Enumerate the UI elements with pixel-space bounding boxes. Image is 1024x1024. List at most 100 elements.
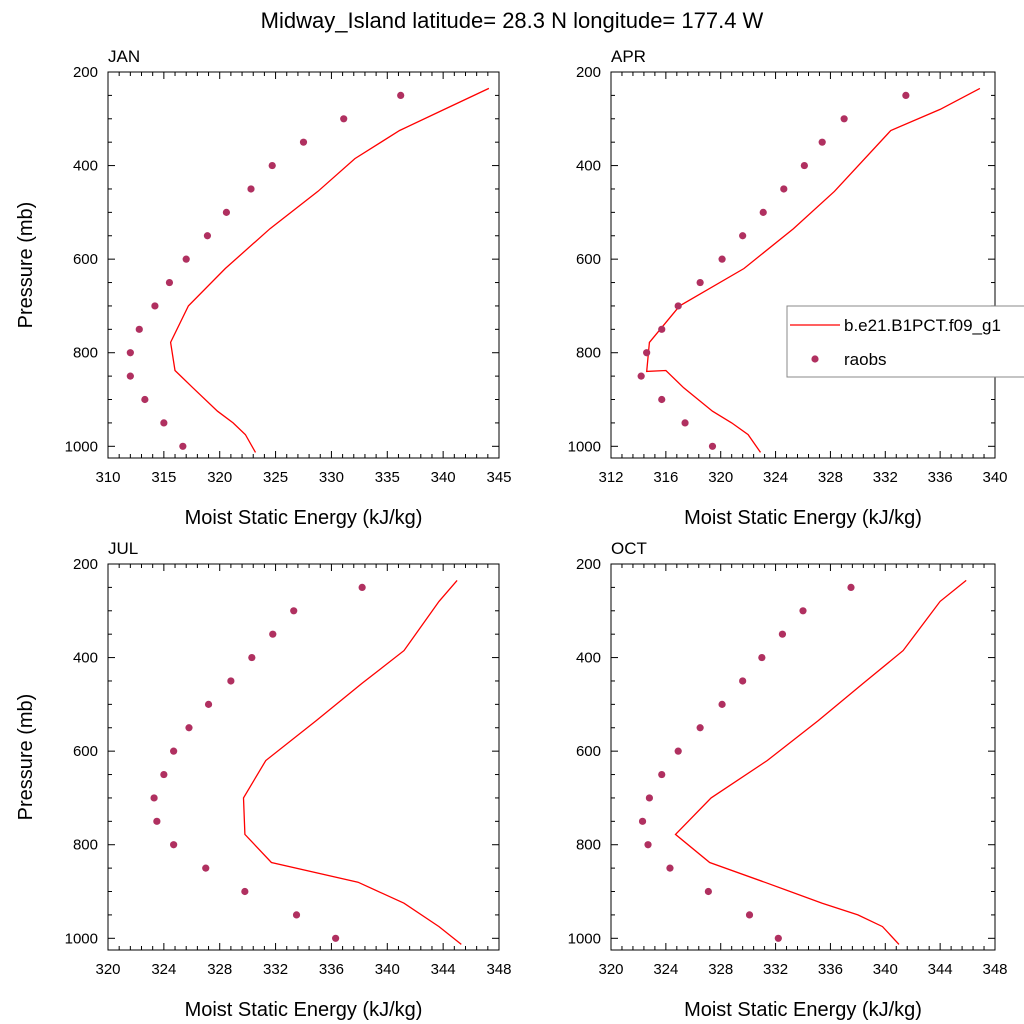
raobs-point xyxy=(170,747,178,755)
raobs-point xyxy=(643,349,651,357)
raobs-point xyxy=(681,419,689,427)
raobs-point xyxy=(299,138,308,146)
panel-jul: JUL 320 324 328 332 336 340 344 348 200 400 600 800 1… xyxy=(15,539,512,1021)
figure-title: Midway_Island latitude= 28.3 N longitude… xyxy=(261,8,764,33)
y-tick-label: 800 xyxy=(576,837,601,854)
raobs-point xyxy=(165,278,174,287)
x-tick-label: 345 xyxy=(486,469,511,486)
x-axis-label: Moist Static Energy (kJ/kg) xyxy=(684,507,922,529)
raobs-point xyxy=(780,185,788,193)
raobs-point xyxy=(638,817,647,825)
x-axis-label: Moist Static Energy (kJ/kg) xyxy=(684,999,922,1021)
x-tick-label: 320 xyxy=(207,469,232,486)
x-tick-label: 328 xyxy=(818,469,843,486)
raobs-point xyxy=(241,887,249,896)
y-tick-label: 200 xyxy=(73,556,98,573)
x-tick-label: 336 xyxy=(928,469,953,486)
y-tick-label: 800 xyxy=(73,345,98,362)
x-tick-label: 320 xyxy=(598,961,623,978)
y-tick-label: 400 xyxy=(73,158,98,175)
raobs-point xyxy=(269,630,277,638)
x-tick-label: 328 xyxy=(708,961,733,978)
panel-title: OCT xyxy=(611,539,647,558)
raobs-point xyxy=(141,395,149,404)
x-tick-label: 348 xyxy=(486,961,511,978)
raobs-point xyxy=(774,934,782,942)
y-tick-label: 1000 xyxy=(568,438,601,455)
raobs-point xyxy=(818,138,826,146)
plot-frame xyxy=(610,71,996,459)
x-tick-label: 324 xyxy=(653,961,678,978)
y-tick-label: 200 xyxy=(576,64,601,81)
raobs-point xyxy=(170,841,178,849)
x-tick-label: 310 xyxy=(95,469,120,486)
x-tick-label: 332 xyxy=(263,961,288,978)
x-tick-label: 348 xyxy=(982,961,1007,978)
x-tick-label: 340 xyxy=(873,961,898,978)
y-tick-label: 800 xyxy=(576,345,601,362)
x-tick-label: 320 xyxy=(95,961,120,978)
raobs-point xyxy=(745,911,754,919)
raobs-point xyxy=(658,325,666,333)
x-tick-label: 336 xyxy=(818,961,843,978)
raobs-point xyxy=(704,887,712,896)
raobs-point xyxy=(674,302,682,310)
y-tick-label: 600 xyxy=(576,743,601,760)
panel-title: APR xyxy=(611,47,646,66)
model-profile-line xyxy=(674,579,967,945)
y-tick-label: 1000 xyxy=(568,930,601,947)
x-tick-label: 340 xyxy=(982,469,1007,486)
raobs-point xyxy=(696,724,704,732)
x-tick-label: 320 xyxy=(708,469,733,486)
raobs-point xyxy=(397,91,405,99)
raobs-point xyxy=(126,349,134,357)
raobs-point xyxy=(160,770,168,779)
y-tick-label: 1000 xyxy=(65,438,98,455)
raobs-point xyxy=(151,302,159,310)
raobs-point xyxy=(840,115,848,123)
y-tick-label: 400 xyxy=(576,158,601,175)
y-tick-label: 800 xyxy=(73,837,98,854)
legend: b.e21.B1PCT.f09_g1 raobs xyxy=(786,305,1024,378)
raobs-point xyxy=(644,841,652,849)
raobs-point xyxy=(758,653,766,662)
raobs-point xyxy=(637,372,645,380)
raobs-point xyxy=(799,607,807,615)
raobs-point xyxy=(666,864,674,872)
x-tick-label: 312 xyxy=(598,469,623,486)
raobs-point xyxy=(332,934,340,942)
y-axis-label: Pressure (mb) xyxy=(15,694,37,821)
x-tick-label: 332 xyxy=(763,961,788,978)
x-tick-label: 316 xyxy=(653,469,678,486)
raobs-point xyxy=(126,372,134,380)
legend-entry-model: b.e21.B1PCT.f09_g1 xyxy=(844,316,1001,335)
raobs-point xyxy=(204,700,213,708)
y-tick-label: 400 xyxy=(576,650,601,667)
raobs-point xyxy=(739,677,747,685)
panel-title: JUL xyxy=(108,539,138,558)
panel-oct: OCT 320 324 328 332 336 340 344 348 200 400 600 800 1… xyxy=(568,539,1008,1021)
model-profile-line xyxy=(242,579,462,945)
raobs-point xyxy=(222,208,231,216)
raobs-point xyxy=(718,255,726,263)
x-tick-label: 330 xyxy=(319,469,344,486)
panel-apr: APR 312 316 320 324 328 332 336 340 200 400 600 800 1… xyxy=(568,47,1008,529)
model-profile-line xyxy=(645,87,981,453)
x-axis-label: Moist Static Energy (kJ/kg) xyxy=(185,507,423,529)
legend-box xyxy=(786,305,1024,378)
raobs-point xyxy=(800,161,808,170)
x-tick-label: 344 xyxy=(431,961,456,978)
raobs-point xyxy=(179,442,187,450)
y-tick-label: 200 xyxy=(576,556,601,573)
model-profile-line xyxy=(169,87,490,453)
raobs-point xyxy=(185,724,193,732)
raobs-point xyxy=(160,419,168,427)
raobs-point xyxy=(203,232,212,240)
y-tick-label: 600 xyxy=(73,743,98,760)
raobs-point xyxy=(268,161,276,170)
legend-marker-swatch xyxy=(811,355,819,363)
panel-title: JAN xyxy=(108,47,140,66)
raobs-point xyxy=(778,630,787,638)
raobs-point xyxy=(135,325,143,333)
